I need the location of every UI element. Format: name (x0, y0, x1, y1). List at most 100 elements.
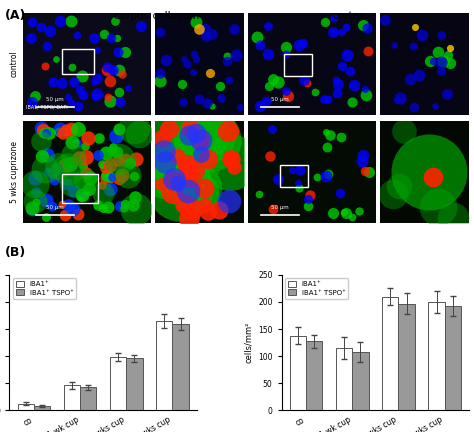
Point (282, 51, 290, 57)
Point (180, 56, 187, 63)
Point (159, 134, 166, 141)
Point (103, 63, 110, 70)
Point (364, 24, 371, 31)
Point (56, 126, 64, 133)
Point (192, 19, 200, 25)
Point (100, 190, 107, 197)
Point (437, 68, 445, 75)
Point (32, 180, 39, 187)
Point (193, 184, 201, 191)
Point (64, 201, 72, 208)
Point (112, 18, 119, 25)
Point (435, 49, 442, 56)
Point (183, 160, 191, 167)
Point (64, 93, 72, 100)
Point (118, 172, 126, 178)
Bar (173, 324, 189, 410)
Point (362, 85, 369, 92)
Point (161, 158, 169, 165)
Point (160, 148, 168, 155)
Point (304, 196, 312, 203)
Point (227, 156, 235, 162)
Text: 50 μm: 50 μm (271, 97, 289, 102)
Point (107, 78, 114, 85)
Point (46, 28, 54, 35)
Point (197, 150, 204, 157)
Point (106, 174, 114, 181)
Point (107, 35, 115, 41)
Point (113, 149, 121, 156)
Point (337, 190, 344, 197)
Bar (336, 348, 352, 410)
Point (40, 129, 48, 136)
Point (200, 128, 207, 135)
Point (67, 125, 74, 132)
Point (323, 143, 331, 150)
Point (223, 57, 231, 64)
Point (86, 185, 93, 192)
Point (269, 75, 277, 82)
Point (95, 134, 102, 141)
Point (350, 81, 358, 88)
Point (81, 190, 88, 197)
Point (121, 48, 129, 55)
Point (156, 29, 164, 36)
Point (196, 189, 203, 196)
Point (28, 19, 36, 25)
Text: 5 wks cuprizone: 5 wks cuprizone (10, 141, 19, 203)
Text: cortex: cortex (332, 11, 365, 21)
Point (282, 87, 290, 94)
Point (337, 29, 345, 36)
Bar (306, 341, 322, 410)
Point (78, 72, 85, 79)
Bar (62, 49, 94, 74)
Text: (B): (B) (5, 246, 26, 259)
Point (265, 83, 273, 89)
Point (186, 125, 194, 132)
Point (204, 156, 212, 163)
Point (103, 175, 110, 181)
Point (342, 23, 349, 30)
Point (226, 158, 233, 165)
Point (129, 202, 137, 209)
Text: control: control (10, 51, 19, 77)
Point (32, 198, 40, 205)
Point (69, 63, 76, 70)
Point (106, 161, 113, 168)
Point (232, 52, 239, 59)
Point (160, 143, 168, 149)
Point (224, 128, 231, 135)
Point (107, 186, 114, 193)
Point (162, 57, 170, 64)
Point (55, 162, 62, 169)
Bar (290, 336, 306, 410)
Point (116, 125, 123, 132)
Point (195, 25, 202, 32)
Point (306, 192, 314, 199)
Point (296, 184, 303, 191)
Point (93, 91, 101, 98)
Bar (80, 388, 96, 410)
Point (64, 165, 71, 172)
Legend: IBA1⁺, IBA1⁺ TSPO⁺: IBA1⁺, IBA1⁺ TSPO⁺ (13, 278, 76, 299)
Point (225, 77, 233, 84)
Point (91, 79, 98, 86)
Point (197, 134, 204, 141)
Point (132, 205, 140, 212)
Point (289, 166, 296, 173)
Point (118, 71, 126, 78)
Point (44, 42, 51, 49)
Point (52, 55, 60, 62)
Point (82, 154, 90, 161)
Bar (18, 403, 34, 410)
Point (67, 17, 74, 24)
Point (86, 174, 93, 181)
Bar (127, 358, 143, 410)
Point (99, 205, 107, 212)
Point (330, 15, 338, 22)
Point (42, 196, 50, 203)
Point (359, 21, 366, 28)
Point (333, 89, 341, 96)
Point (397, 95, 404, 102)
Point (348, 214, 356, 221)
